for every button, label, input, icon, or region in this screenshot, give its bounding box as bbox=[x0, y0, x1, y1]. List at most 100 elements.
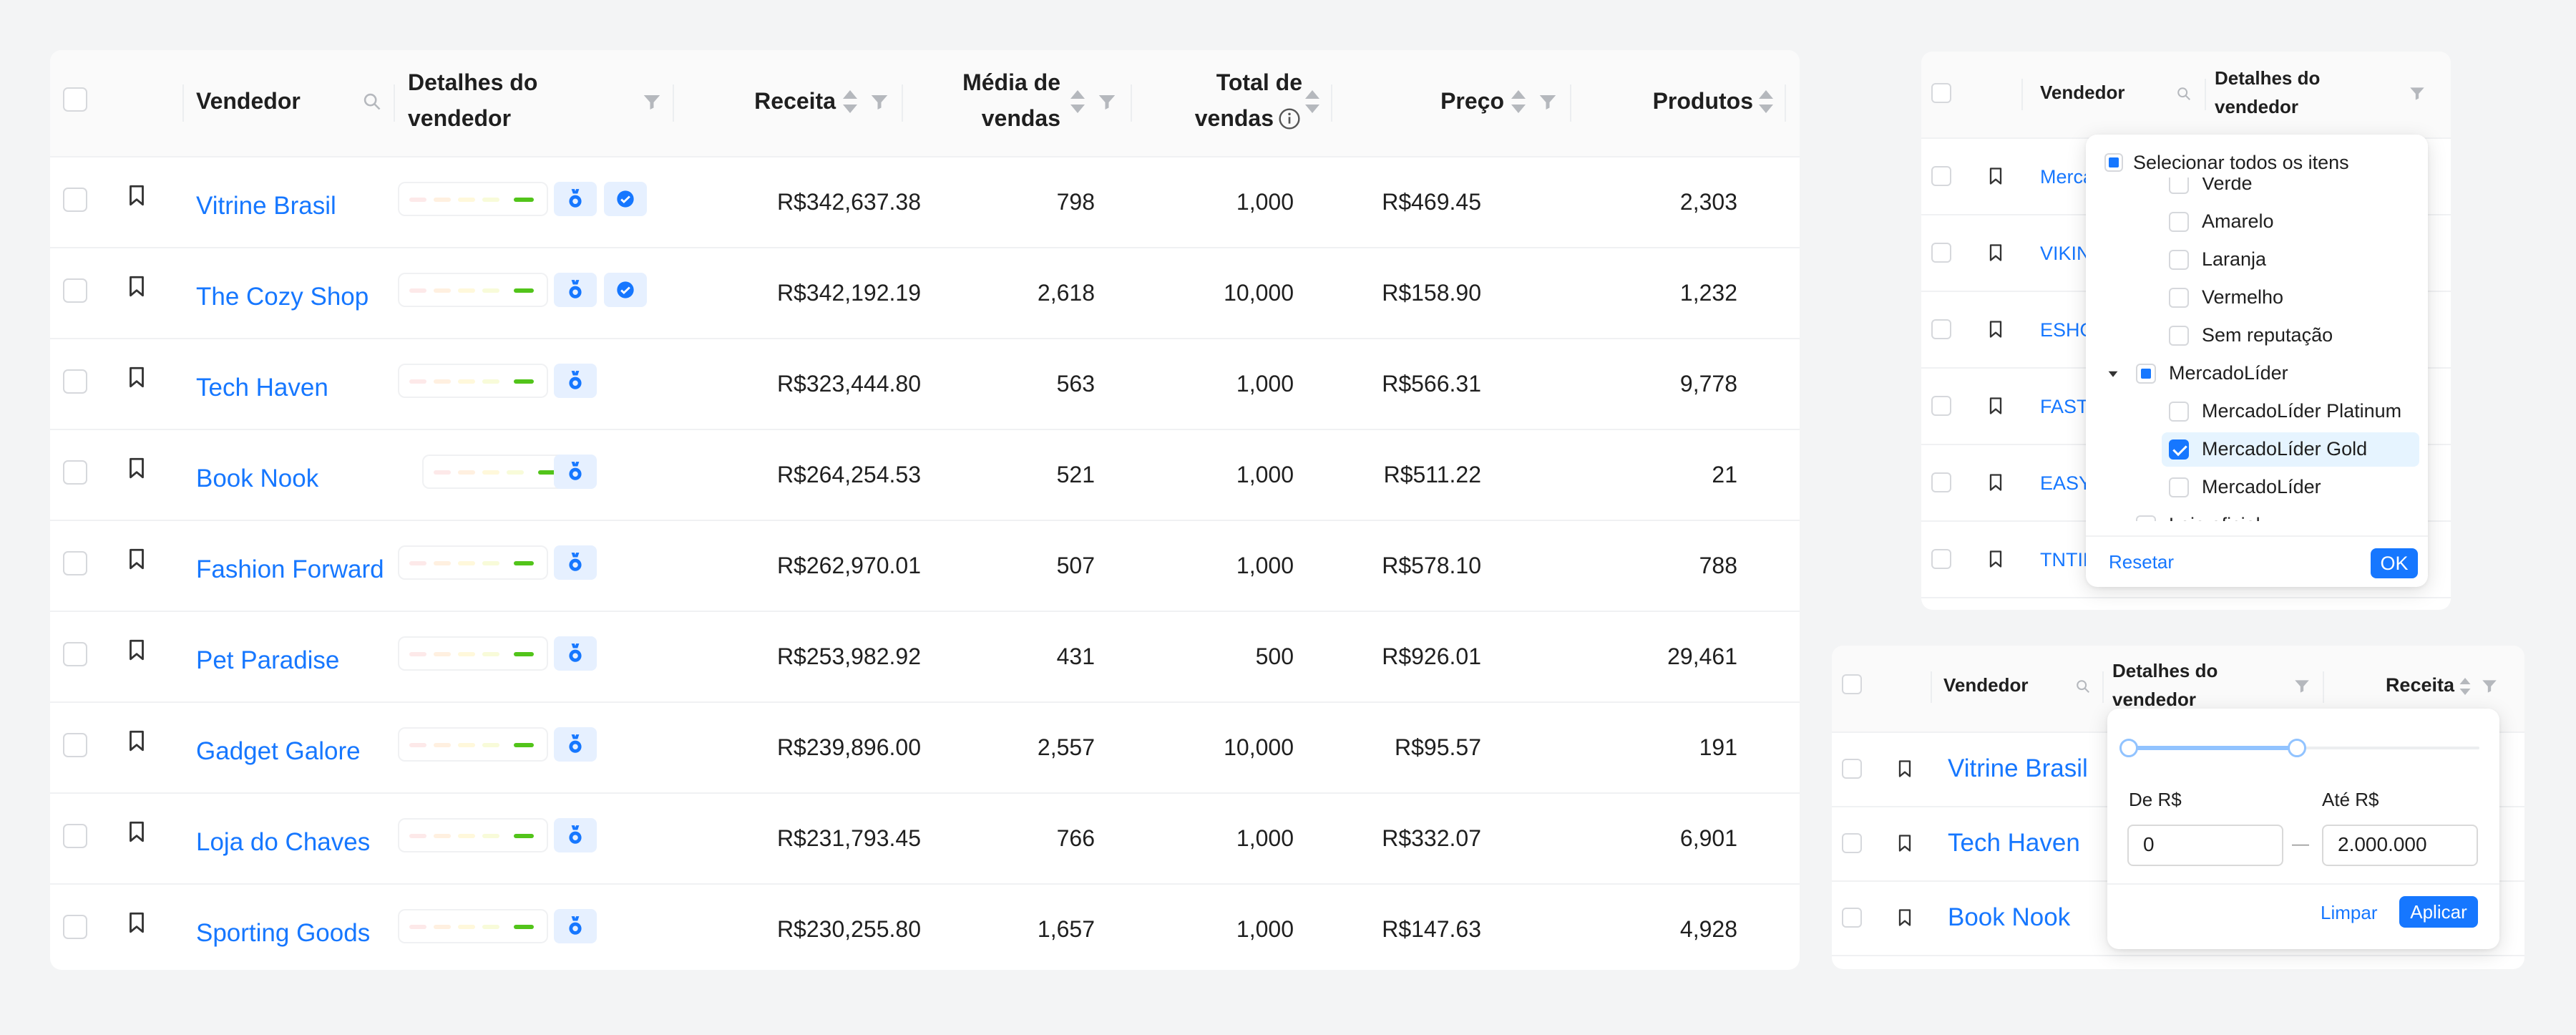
filter-option[interactable]: Amarelo bbox=[2086, 203, 2428, 241]
vendor-name-link[interactable]: Vitrine Brasil bbox=[196, 191, 336, 220]
row-checkbox[interactable] bbox=[1931, 319, 1951, 339]
header-products[interactable]: Produtos bbox=[1652, 88, 1753, 114]
table-row[interactable]: Fashion Forward R$262,970.01 507 1,000 R$57… bbox=[50, 521, 1800, 612]
from-input[interactable]: 0 bbox=[2127, 825, 2283, 866]
sort-icon[interactable] bbox=[1510, 87, 1527, 116]
filter-option[interactable]: Vermelho bbox=[2086, 279, 2428, 317]
clear-button[interactable]: Limpar bbox=[2321, 902, 2378, 923]
vendor-name-link[interactable]: Fashion Forward bbox=[196, 555, 384, 583]
bookmark-icon[interactable] bbox=[1986, 166, 2006, 186]
table-row[interactable]: The Cozy Shop R$342,192.19 2,618 10,000 R$1… bbox=[50, 248, 1800, 339]
vendor-name-link[interactable]: Book Nook bbox=[1948, 903, 2071, 931]
header-details-line2[interactable]: vendedor bbox=[2215, 96, 2299, 117]
sort-icon[interactable] bbox=[1757, 87, 1775, 116]
vendor-name-link[interactable]: Loja do Chaves bbox=[196, 827, 371, 856]
filter-icon[interactable] bbox=[2408, 84, 2426, 103]
table-row[interactable]: Gadget Galore R$239,896.00 2,557 10,000 R$9… bbox=[50, 703, 1800, 794]
bookmark-icon[interactable] bbox=[125, 274, 149, 298]
header-avg-line1[interactable]: Média de bbox=[962, 69, 1060, 95]
to-input[interactable]: 2.000.000 bbox=[2322, 825, 2478, 866]
bookmark-icon[interactable] bbox=[125, 729, 149, 753]
bookmark-icon[interactable] bbox=[125, 547, 149, 571]
filter-option[interactable]: Sem reputação bbox=[2086, 317, 2428, 355]
header-details-line1[interactable]: Detalhes do bbox=[2215, 67, 2321, 89]
option-checkbox[interactable] bbox=[2136, 515, 2156, 521]
option-checkbox[interactable] bbox=[2169, 178, 2189, 194]
bookmark-icon[interactable] bbox=[125, 183, 149, 208]
row-checkbox[interactable] bbox=[1842, 908, 1862, 928]
table-row[interactable]: Pet Paradise R$253,982.92 431 500 R$926.01 2… bbox=[50, 612, 1800, 703]
table-row[interactable]: Vitrine Brasil R$342,637.38 798 1,000 R$469… bbox=[50, 157, 1800, 248]
filter-icon[interactable] bbox=[1096, 92, 1118, 113]
option-checkbox[interactable] bbox=[2169, 250, 2189, 270]
option-checkbox[interactable] bbox=[2169, 477, 2189, 497]
header-vendor[interactable]: Vendedor bbox=[1943, 674, 2029, 696]
row-checkbox[interactable] bbox=[63, 732, 87, 757]
vendor-name-link[interactable]: EASY bbox=[2040, 472, 2092, 494]
sort-icon[interactable] bbox=[2459, 676, 2472, 697]
bookmark-icon[interactable] bbox=[1986, 472, 2006, 492]
search-icon[interactable] bbox=[2075, 679, 2091, 694]
table-row[interactable]: Sporting Goods R$230,255.80 1,657 1,000 R$1… bbox=[50, 885, 1800, 970]
filter-option[interactable]: MercadoLíder bbox=[2086, 469, 2428, 507]
slider-handle-start[interactable] bbox=[2119, 739, 2138, 757]
bookmark-icon[interactable] bbox=[1986, 396, 2006, 416]
bookmark-icon[interactable] bbox=[1986, 243, 2006, 263]
sort-icon[interactable] bbox=[1069, 87, 1086, 116]
apply-button[interactable]: Aplicar bbox=[2399, 896, 2478, 928]
option-checkbox[interactable] bbox=[2169, 402, 2189, 422]
table-row[interactable]: Book Nook R$264,254.53 521 1,000 R$511.22 21 bbox=[50, 430, 1800, 521]
filter-option[interactable]: MercadoLíder bbox=[2086, 355, 2428, 393]
vendor-name-link[interactable]: ESHO bbox=[2040, 319, 2095, 341]
vendor-name-link[interactable]: Tech Haven bbox=[1948, 829, 2080, 857]
bookmark-icon[interactable] bbox=[1986, 549, 2006, 569]
table-row[interactable]: TNTIN bbox=[1921, 522, 2451, 598]
vendor-name-link[interactable]: Book Nook bbox=[196, 464, 319, 492]
bookmark-icon[interactable] bbox=[125, 820, 149, 844]
header-details-line2[interactable]: vendedor bbox=[2112, 689, 2197, 710]
bookmark-icon[interactable] bbox=[125, 365, 149, 389]
filter-option[interactable]: MercadoLíder Platinum bbox=[2086, 393, 2428, 431]
bookmark-icon[interactable] bbox=[1986, 319, 2006, 339]
bookmark-icon[interactable] bbox=[1895, 908, 1915, 928]
search-icon[interactable] bbox=[2176, 86, 2192, 102]
option-checkbox[interactable] bbox=[2169, 439, 2189, 460]
row-checkbox[interactable] bbox=[1931, 548, 1951, 569]
filter-option[interactable]: MercadoLíder Gold bbox=[2086, 431, 2428, 469]
ok-button[interactable]: OK bbox=[2371, 548, 2418, 578]
bookmark-icon[interactable] bbox=[1895, 759, 1915, 779]
select-all-item[interactable]: Selecionar todos os itens bbox=[2104, 149, 2419, 178]
info-icon[interactable] bbox=[1278, 107, 1301, 130]
vendor-name-link[interactable]: The Cozy Shop bbox=[196, 282, 369, 311]
header-total-line2[interactable]: vendas bbox=[1194, 105, 1274, 131]
header-details-line1[interactable]: Detalhes do bbox=[408, 69, 538, 95]
option-checkbox[interactable] bbox=[2169, 288, 2189, 308]
row-checkbox[interactable] bbox=[63, 641, 87, 666]
select-all-checkbox[interactable] bbox=[63, 87, 87, 112]
bookmark-icon[interactable] bbox=[1895, 833, 1915, 853]
header-details-line2[interactable]: vendedor bbox=[408, 105, 512, 131]
slider-handle-end[interactable] bbox=[2288, 739, 2307, 757]
vendor-name-link[interactable]: FAST bbox=[2040, 395, 2089, 417]
row-checkbox[interactable] bbox=[1842, 759, 1862, 779]
row-checkbox[interactable] bbox=[63, 369, 87, 394]
vendor-name-link[interactable]: Sporting Goods bbox=[196, 918, 371, 947]
search-icon[interactable] bbox=[362, 92, 382, 112]
table-row[interactable]: Loja do Chaves R$231,793.45 766 1,000 R$332… bbox=[50, 794, 1800, 885]
vendor-name-link[interactable]: Gadget Galore bbox=[196, 737, 361, 765]
option-checkbox[interactable] bbox=[2136, 364, 2156, 384]
sort-icon[interactable] bbox=[841, 87, 859, 116]
vendor-name-link[interactable]: Vitrine Brasil bbox=[1948, 754, 2088, 782]
header-price[interactable]: Preço bbox=[1440, 88, 1504, 114]
filter-option[interactable]: Loja oficial bbox=[2086, 507, 2428, 521]
vendor-name-link[interactable]: Pet Paradise bbox=[196, 646, 340, 674]
row-checkbox[interactable] bbox=[63, 460, 87, 485]
row-checkbox[interactable] bbox=[63, 914, 87, 939]
row-checkbox[interactable] bbox=[63, 187, 87, 212]
row-checkbox[interactable] bbox=[1842, 833, 1862, 853]
table-row[interactable]: Tech Haven R$323,444.80 563 1,000 R$566.31 9… bbox=[50, 339, 1800, 430]
header-avg-line2[interactable]: vendas bbox=[981, 105, 1060, 131]
row-checkbox[interactable] bbox=[1931, 395, 1951, 416]
row-checkbox[interactable] bbox=[63, 823, 87, 848]
select-all-checkbox[interactable] bbox=[2104, 153, 2123, 172]
